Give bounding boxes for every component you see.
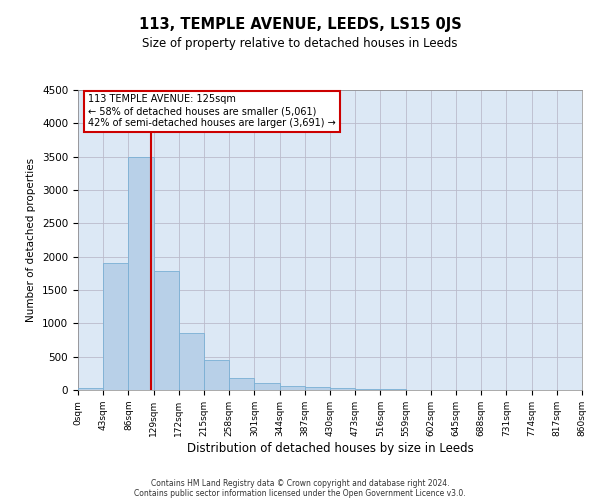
Bar [330,388,355,390]
Bar [355,388,380,390]
Bar [305,386,330,390]
X-axis label: Distribution of detached houses by size in Leeds: Distribution of detached houses by size … [187,442,473,454]
Text: Contains HM Land Registry data © Crown copyright and database right 2024.: Contains HM Land Registry data © Crown c… [151,478,449,488]
Text: 113 TEMPLE AVENUE: 125sqm
← 58% of detached houses are smaller (5,061)
42% of se: 113 TEMPLE AVENUE: 125sqm ← 58% of detac… [88,94,336,128]
Text: 113, TEMPLE AVENUE, LEEDS, LS15 0JS: 113, TEMPLE AVENUE, LEEDS, LS15 0JS [139,18,461,32]
Text: Size of property relative to detached houses in Leeds: Size of property relative to detached ho… [142,38,458,51]
Bar [204,360,229,390]
Bar [78,388,103,390]
Bar [103,264,128,390]
Bar [128,156,154,390]
Bar [229,378,254,390]
Bar [154,272,179,390]
Text: Contains public sector information licensed under the Open Government Licence v3: Contains public sector information licen… [134,488,466,498]
Y-axis label: Number of detached properties: Number of detached properties [26,158,37,322]
Bar [280,386,305,390]
Bar [254,384,280,390]
Bar [179,334,204,390]
